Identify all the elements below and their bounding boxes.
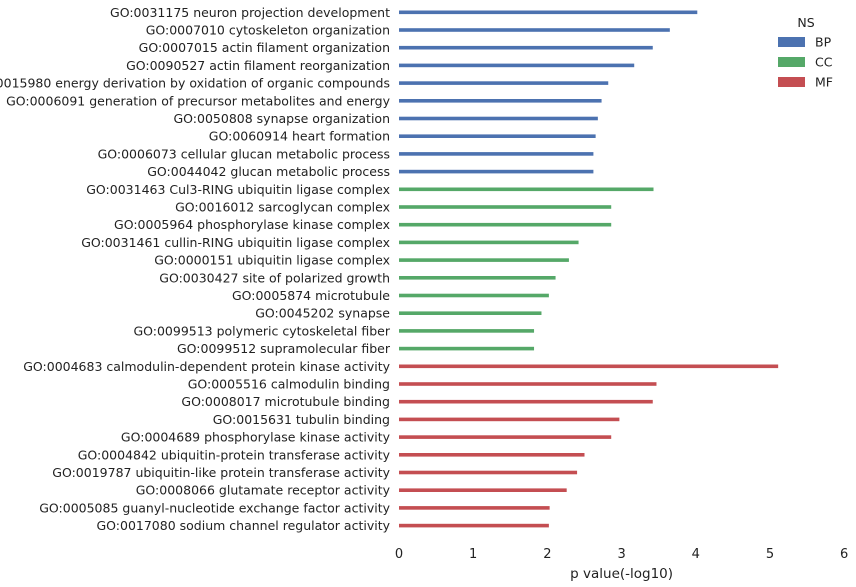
bar-bp <box>399 28 670 32</box>
x-tick-label: 0 <box>395 547 403 562</box>
category-label: GO:0008066 glutamate receptor activity <box>136 483 391 498</box>
x-tick-label: 2 <box>543 547 551 562</box>
category-label: GO:0004842 ubiquitin-protein transferase… <box>78 447 391 462</box>
bar-bp <box>399 81 609 85</box>
x-tick-label: 5 <box>766 547 774 562</box>
legend-swatch-cc <box>778 57 805 67</box>
bar-bp <box>399 10 698 15</box>
bar-bp <box>399 116 598 121</box>
bar-cc <box>399 293 549 298</box>
x-tick-label: 4 <box>692 547 700 562</box>
bar-bp <box>399 99 602 103</box>
bar-bp <box>399 134 596 138</box>
bar-cc <box>399 240 579 245</box>
bar-mf <box>399 453 585 457</box>
legend-label-bp: BP <box>815 35 832 50</box>
category-label: GO:0017080 sodium channel regulator acti… <box>96 518 390 533</box>
bar-mf <box>399 488 567 492</box>
category-label: GO:0030427 site of polarized growth <box>159 270 390 285</box>
bar-mf <box>399 417 620 422</box>
bar-mf <box>399 470 578 475</box>
category-label: GO:0031175 neuron projection development <box>110 5 390 20</box>
legend-swatch-bp <box>778 37 805 47</box>
x-tick-label: 1 <box>469 547 477 562</box>
category-label: GO:0004683 calmodulin-dependent protein … <box>23 359 390 374</box>
bar-mf <box>399 364 779 369</box>
bar-mf <box>399 382 657 386</box>
legend: NS BP CC MF <box>778 15 833 90</box>
category-label: GO:0060914 heart formation <box>209 129 390 144</box>
category-label: GO:0006073 cellular glucan metabolic pro… <box>98 146 390 161</box>
category-label: GO:0005964 phosphorylase kinase complex <box>114 217 390 232</box>
legend-swatch-mf <box>778 77 805 87</box>
category-label: GO:0005085 guanyl-nucleotide exchange fa… <box>39 500 390 515</box>
category-label: GO:0008017 microtubule binding <box>181 394 390 409</box>
bar-cc <box>399 346 535 351</box>
x-axis-ticks-group: 0 1 2 3 4 5 6 <box>395 547 848 562</box>
category-label: GO:0007010 cytoskeleton organization <box>146 23 390 38</box>
bar-cc <box>399 187 654 192</box>
category-label: GO:0005516 calmodulin binding <box>188 377 390 392</box>
category-label: GO:0007015 actin filament organization <box>139 40 390 55</box>
bar-cc <box>399 329 535 333</box>
category-label: GO:0015631 tubulin binding <box>213 412 390 427</box>
category-label: GO:0019787 ubiquitin-like protein transf… <box>52 465 390 480</box>
category-label: GO:0015980 energy derivation by oxidatio… <box>0 76 390 91</box>
bar-bp <box>399 152 594 156</box>
category-label: GO:0099512 supramolecular fiber <box>177 341 391 356</box>
legend-label-mf: MF <box>815 75 833 90</box>
category-labels-group: GO:0031175 neuron projection development… <box>0 5 391 533</box>
category-label: GO:0050808 synapse organization <box>174 111 391 126</box>
bar-cc <box>399 276 556 280</box>
legend-label-cc: CC <box>815 55 833 70</box>
category-label: GO:0005874 microtubule <box>232 288 390 303</box>
category-label: GO:0031463 Cul3-RING ubiquitin ligase co… <box>86 182 390 197</box>
category-label: GO:0045202 synapse <box>255 306 390 321</box>
bar-bp <box>399 169 594 174</box>
bar-mf <box>399 523 549 528</box>
category-label: GO:0090527 actin filament reorganization <box>126 58 390 73</box>
x-axis-title: p value(-log10) <box>570 566 673 582</box>
legend-title: NS <box>797 15 814 30</box>
bar-bp <box>399 63 635 68</box>
category-label: GO:0000151 ubiquitin ligase complex <box>154 253 390 268</box>
x-tick-label: 6 <box>840 547 848 562</box>
bar-mf <box>399 506 550 510</box>
category-label: GO:0016012 sarcoglycan complex <box>175 200 390 215</box>
bar-cc <box>399 258 569 262</box>
bar-bp <box>399 45 653 50</box>
category-label: GO:0006091 generation of precursor metab… <box>6 93 391 108</box>
category-label: GO:0004689 phosphorylase kinase activity <box>121 430 391 445</box>
bar-cc <box>399 205 612 209</box>
category-label: GO:0031461 cullin-RING ubiquitin ligase … <box>81 235 390 250</box>
bar-cc <box>399 311 542 315</box>
category-label: GO:0099513 polymeric cytoskeletal fiber <box>133 323 390 338</box>
x-tick-label: 3 <box>617 547 625 562</box>
category-label: GO:0044042 glucan metabolic process <box>147 164 390 179</box>
bars-group <box>399 10 779 528</box>
bar-mf <box>399 399 653 404</box>
bar-mf <box>399 435 612 439</box>
bar-cc <box>399 222 612 227</box>
